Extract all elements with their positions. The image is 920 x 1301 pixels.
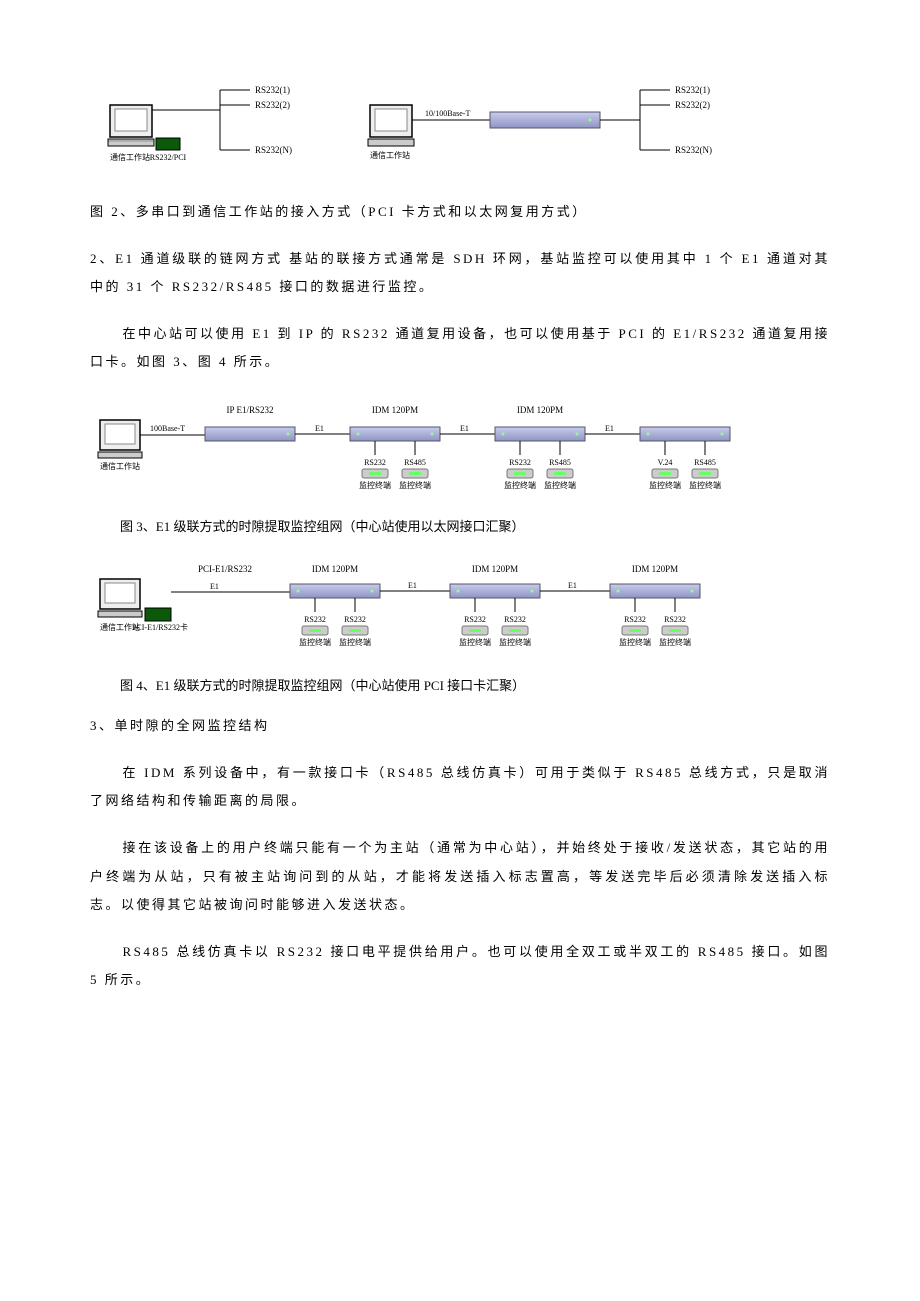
svg-text:监控终端: 监控终端	[299, 637, 331, 647]
svg-text:PCI-E1/RS232: PCI-E1/RS232	[198, 564, 252, 574]
svg-text:RS232(2): RS232(2)	[255, 100, 290, 110]
svg-text:IDM 120PM: IDM 120PM	[472, 564, 518, 574]
svg-text:RS485: RS485	[404, 458, 426, 467]
svg-text:监控终端: 监控终端	[649, 480, 681, 490]
heading-3: 3、单时隙的全网监控结构	[90, 712, 830, 741]
svg-text:E1: E1	[460, 424, 469, 433]
svg-text:RS232(1): RS232(1)	[675, 85, 710, 95]
svg-text:RS232(2): RS232(2)	[675, 100, 710, 110]
fig2-svg: 通信工作站 RS232/PCI RS232(1) RS232(2) RS232(…	[90, 80, 830, 180]
svg-text:RS232/PCI: RS232/PCI	[150, 153, 187, 162]
svg-text:监控终端: 监控终端	[399, 480, 431, 490]
figure-3: 通信工作站 100Base-T IP E1/RS232 E1 IDM 120PM…	[90, 395, 830, 505]
svg-text:E1: E1	[315, 424, 324, 433]
paragraph-3: 在 IDM 系列设备中，有一款接口卡（RS485 总线仿真卡）可用于类似于 RS…	[90, 759, 830, 816]
svg-text:监控终端: 监控终端	[459, 637, 491, 647]
svg-text:RS485: RS485	[549, 458, 571, 467]
svg-text:E1: E1	[568, 581, 577, 590]
svg-text:监控终端: 监控终端	[544, 480, 576, 490]
svg-text:RS232: RS232	[509, 458, 531, 467]
svg-text:RS232: RS232	[464, 615, 486, 624]
fig3-svg: 通信工作站 100Base-T IP E1/RS232 E1 IDM 120PM…	[90, 395, 830, 505]
paragraph-4: 接在该设备上的用户终端只能有一个为主站（通常为中心站），并始终处于接收/发送状态…	[90, 834, 830, 920]
svg-text:RS232(1): RS232(1)	[255, 85, 290, 95]
svg-text:RS232: RS232	[364, 458, 386, 467]
svg-text:监控终端: 监控终端	[499, 637, 531, 647]
svg-text:RS232: RS232	[304, 615, 326, 624]
paragraph-2: 在中心站可以使用 E1 到 IP 的 RS232 通道复用设备，也可以使用基于 …	[90, 320, 830, 377]
svg-text:RS485: RS485	[694, 458, 716, 467]
svg-text:RS232(N): RS232(N)	[255, 145, 292, 155]
svg-text:通信工作站: 通信工作站	[110, 152, 150, 162]
svg-text:IDM 120PM: IDM 120PM	[372, 405, 418, 415]
svg-text:通信工作站: 通信工作站	[370, 150, 410, 160]
svg-text:E1: E1	[605, 424, 614, 433]
svg-text:IDM 120PM: IDM 120PM	[632, 564, 678, 574]
svg-text:监控终端: 监控终端	[359, 480, 391, 490]
svg-text:RS232: RS232	[624, 615, 646, 624]
fig4-svg: 通信工作站 PCI-E1/RS232卡 PCI-E1/RS232 E1 IDM …	[90, 554, 830, 664]
fig2-caption: 图 2、多串口到通信工作站的接入方式（PCI 卡方式和以太网复用方式）	[90, 198, 830, 227]
svg-text:RS232: RS232	[344, 615, 366, 624]
svg-text:E1: E1	[408, 581, 417, 590]
fig3-caption: 图 3、E1 级联方式的时隙提取监控组网（中心站使用以太网接口汇聚）	[120, 513, 830, 542]
svg-text:监控终端: 监控终端	[619, 637, 651, 647]
svg-text:RS232: RS232	[504, 615, 526, 624]
svg-text:IDM 120PM: IDM 120PM	[517, 405, 563, 415]
paragraph-1: 2、E1 通道级联的链网方式 基站的联接方式通常是 SDH 环网，基站监控可以使…	[90, 245, 830, 302]
svg-text:V.24: V.24	[658, 458, 673, 467]
svg-text:IP E1/RS232: IP E1/RS232	[227, 405, 274, 415]
svg-text:E1: E1	[210, 582, 219, 591]
svg-text:PCI-E1/RS232卡: PCI-E1/RS232卡	[132, 622, 188, 632]
svg-text:通信工作站: 通信工作站	[100, 461, 140, 471]
figure-4: 通信工作站 PCI-E1/RS232卡 PCI-E1/RS232 E1 IDM …	[90, 554, 830, 664]
svg-text:10/100Base-T: 10/100Base-T	[425, 109, 470, 118]
svg-text:IDM 120PM: IDM 120PM	[312, 564, 358, 574]
svg-text:监控终端: 监控终端	[659, 637, 691, 647]
svg-text:RS232(N): RS232(N)	[675, 145, 712, 155]
figure-2: 通信工作站 RS232/PCI RS232(1) RS232(2) RS232(…	[90, 80, 830, 180]
svg-text:监控终端: 监控终端	[504, 480, 536, 490]
svg-text:监控终端: 监控终端	[689, 480, 721, 490]
svg-text:监控终端: 监控终端	[339, 637, 371, 647]
svg-text:100Base-T: 100Base-T	[150, 424, 185, 433]
svg-text:RS232: RS232	[664, 615, 686, 624]
paragraph-5: RS485 总线仿真卡以 RS232 接口电平提供给用户。也可以使用全双工或半双…	[90, 938, 830, 995]
fig4-caption: 图 4、E1 级联方式的时隙提取监控组网（中心站使用 PCI 接口卡汇聚）	[120, 672, 830, 701]
